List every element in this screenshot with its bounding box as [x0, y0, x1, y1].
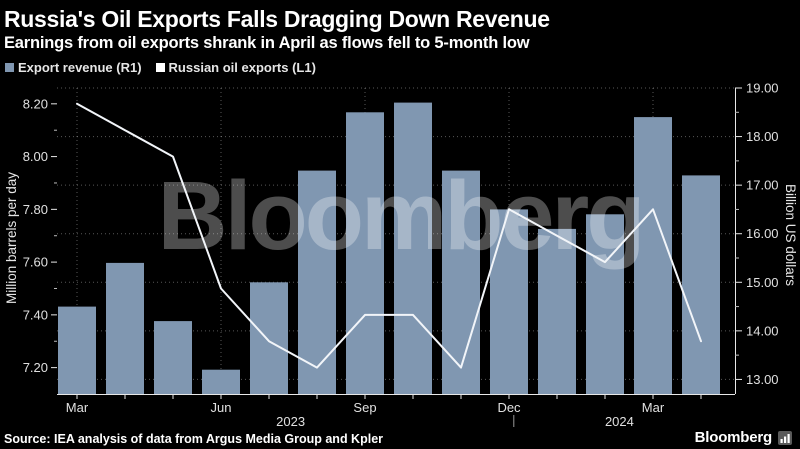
- right-axis-title: Billion US dollars: [783, 184, 798, 286]
- revenue-bar: [202, 369, 240, 394]
- legend: Export revenue (R1) Russian oil exports …: [5, 60, 316, 75]
- exports-line: [76, 102, 702, 369]
- x-axis-label: Mar: [66, 400, 89, 415]
- left-axis-tick-label: 7.80: [23, 202, 48, 217]
- watermark-text: Bloomberg: [158, 161, 643, 270]
- legend-item-oil-exports: Russian oil exports (L1): [155, 60, 316, 75]
- bloomberg-wordmark: Bloomberg: [694, 429, 773, 446]
- revenue-bar: [682, 175, 720, 394]
- x-axis-label: Jun: [211, 400, 232, 415]
- revenue-series-swatch: [5, 63, 14, 72]
- revenue-bar: [298, 170, 336, 394]
- page-title: Russia's Oil Exports Falls Dragging Down…: [4, 6, 550, 32]
- right-axis-tick-label: 18.00: [746, 129, 779, 144]
- source-note: Source: IEA analysis of data from Argus …: [4, 432, 384, 446]
- x-axis-label: Dec: [497, 400, 521, 415]
- legend-item-export-revenue: Export revenue (R1): [5, 60, 142, 75]
- page-subtitle: Earnings from oil exports shrank in Apri…: [4, 34, 530, 52]
- right-axis-tick-label: 14.00: [746, 323, 779, 338]
- revenue-bar: [58, 306, 96, 394]
- x-axis-label: Mar: [642, 400, 665, 415]
- revenue-bar: [490, 209, 528, 394]
- revenue-bar: [538, 228, 576, 394]
- year-label: 2024: [605, 414, 634, 429]
- revenue-bar: [634, 117, 672, 394]
- legend-label-revenue: Export revenue (R1): [18, 60, 142, 75]
- right-axis-tick-label: 19.00: [746, 81, 779, 96]
- revenue-bar: [394, 102, 432, 394]
- left-axis-title: Million barrels per day: [4, 172, 19, 304]
- right-axis-tick-label: 15.00: [746, 275, 779, 290]
- bloomberg-terminal-icon: [778, 430, 792, 445]
- revenue-bar: [106, 262, 144, 394]
- right-axis-tick-label: 16.00: [746, 226, 779, 241]
- revenue-bar: [586, 214, 624, 394]
- left-axis-tick-label: 8.00: [23, 149, 48, 164]
- exports-series-swatch: [155, 63, 165, 72]
- right-axis-tick-label: 13.00: [746, 372, 779, 387]
- revenue-bar: [442, 170, 480, 394]
- revenue-bar: [346, 112, 384, 395]
- left-axis-tick-label: 7.40: [23, 307, 48, 322]
- revenue-bar: [250, 282, 288, 394]
- left-axis-tick-label: 7.60: [23, 255, 48, 270]
- left-axis-tick-label: 8.20: [23, 96, 48, 111]
- legend-label-exports: Russian oil exports (L1): [168, 60, 316, 75]
- revenue-bar: [154, 321, 192, 394]
- bloomberg-logo: Bloomberg: [695, 429, 792, 446]
- left-axis-tick-label: 7.20: [23, 360, 48, 375]
- right-axis-tick-label: 17.00: [746, 178, 779, 193]
- year-label: 2023: [276, 414, 305, 429]
- x-axis-label: Sep: [353, 400, 376, 415]
